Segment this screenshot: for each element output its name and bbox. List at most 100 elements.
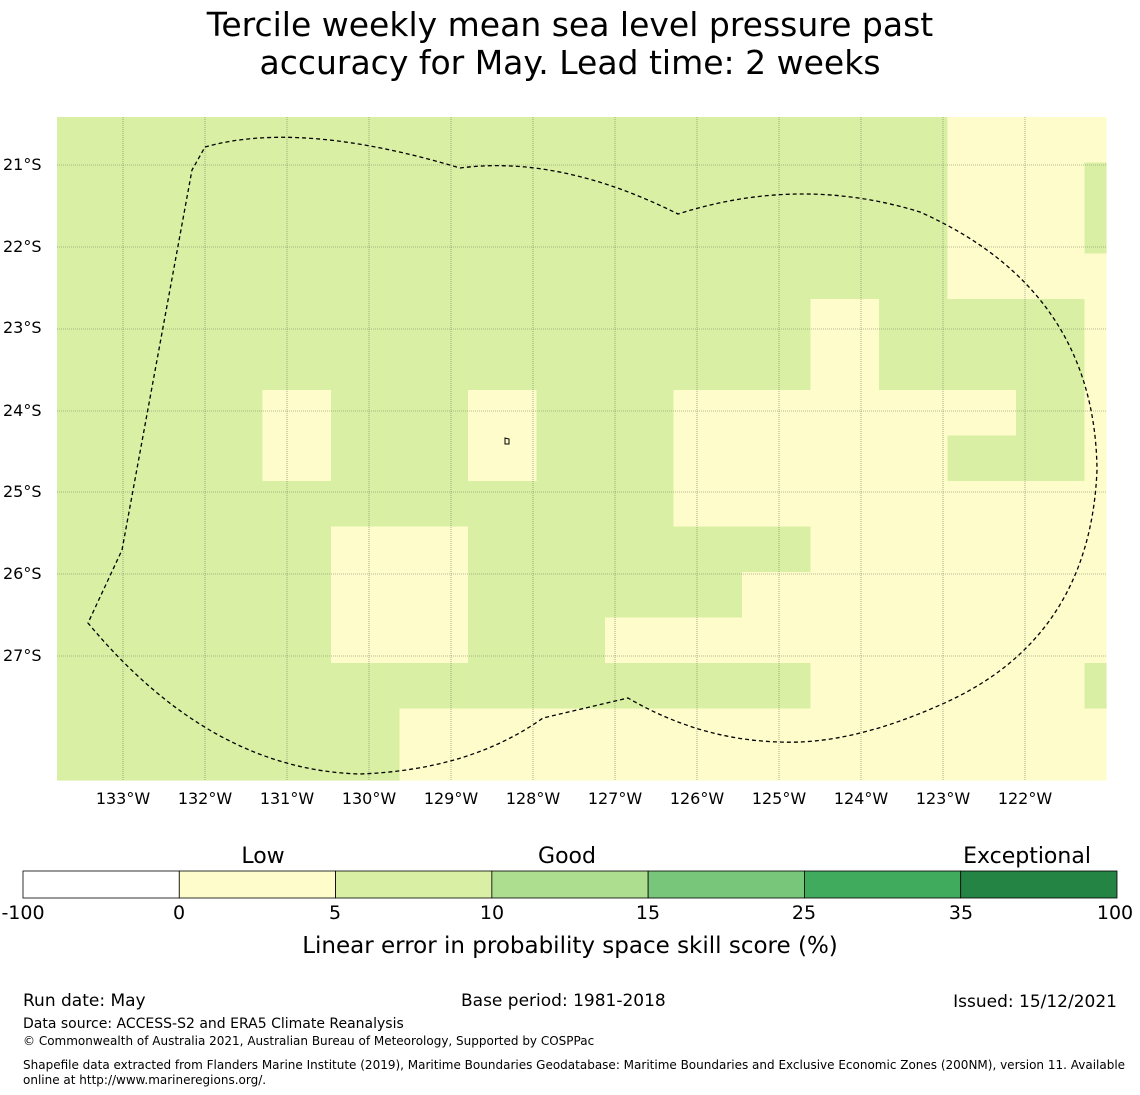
grid-cell — [810, 435, 880, 482]
colorbar-tick: 5 — [328, 902, 342, 924]
grid-cell — [262, 572, 332, 619]
grid-cell — [125, 526, 195, 573]
lon-label: 124°W — [833, 789, 889, 808]
grid-cell — [262, 344, 332, 391]
grid-cell — [1084, 117, 1107, 164]
grid-cell — [1084, 754, 1107, 781]
grid-cell — [57, 344, 127, 391]
grid-cell — [536, 617, 606, 664]
grid-cell — [125, 162, 195, 209]
grid-cell — [536, 435, 606, 482]
grid-cell — [879, 208, 949, 255]
grid-cell — [605, 390, 675, 437]
grid-cell — [673, 708, 743, 755]
grid-cell — [1084, 481, 1107, 528]
grid-cell — [810, 617, 880, 664]
grid-cell — [194, 435, 264, 482]
grid-cell — [947, 526, 1017, 573]
grid-cell — [194, 117, 264, 164]
grid-cell — [879, 526, 949, 573]
grid-cell — [125, 663, 195, 710]
grid-cell — [810, 162, 880, 209]
lat-label: 22°S — [3, 237, 42, 256]
grid-cell — [879, 435, 949, 482]
grid-cell — [125, 708, 195, 755]
grid-cell — [57, 208, 127, 255]
lon-label: 125°W — [751, 789, 807, 808]
grid-cell — [742, 208, 812, 255]
grid-cell — [1016, 435, 1086, 482]
lon-label: 130°W — [341, 789, 397, 808]
grid-cell — [125, 572, 195, 619]
grid-cell — [331, 572, 401, 619]
grid-cell — [536, 390, 606, 437]
grid-cell — [947, 162, 1017, 209]
grid-cell — [879, 663, 949, 710]
grid-cell — [810, 253, 880, 300]
grid-cell — [125, 253, 195, 300]
grid-cell — [879, 344, 949, 391]
grid-cell — [262, 162, 332, 209]
grid-cell — [879, 162, 949, 209]
grid-cell — [536, 754, 606, 781]
colorbar-tick: 100 — [1096, 902, 1134, 924]
grid-cell — [1016, 390, 1086, 437]
copyright: © Commonwealth of Australia 2021, Austra… — [23, 1034, 595, 1048]
grid-cell — [947, 253, 1017, 300]
colorbar-segment — [22, 870, 180, 899]
grid-cell — [605, 708, 675, 755]
skill-map — [57, 117, 1107, 781]
shapefile-credit-line-1: Shapefile data extracted from Flanders M… — [23, 1058, 1126, 1072]
grid-cell — [125, 117, 195, 164]
grid-cell — [742, 117, 812, 164]
colorbar-heading-good: Good — [538, 844, 596, 869]
title-line-2: accuracy for May. Lead time: 2 weeks — [259, 43, 881, 82]
grid-cell — [194, 390, 264, 437]
grid-cell — [947, 117, 1017, 164]
grid-cell — [331, 663, 401, 710]
grid-cell — [879, 572, 949, 619]
grid-cell — [742, 663, 812, 710]
grid-cell — [605, 481, 675, 528]
colorbar — [22, 870, 1118, 899]
grid-cell — [399, 572, 469, 619]
grid-cell — [262, 754, 332, 781]
grid-cell — [947, 572, 1017, 619]
grid-cell — [194, 481, 264, 528]
colorbar-segment — [178, 870, 336, 899]
grid-cell — [399, 435, 469, 482]
grid-cell — [673, 663, 743, 710]
grid-cell — [605, 344, 675, 391]
grid-cell — [57, 481, 127, 528]
colorbar-segment — [335, 870, 493, 899]
colorbar-label: Linear error in probability space skill … — [302, 933, 838, 959]
grid-cell — [331, 253, 401, 300]
grid-cell — [947, 708, 1017, 755]
skill-grid — [57, 117, 1107, 781]
colorbar-segment — [647, 870, 805, 899]
grid-cell — [947, 481, 1017, 528]
grid-cell — [673, 117, 743, 164]
colorbar-tick: 25 — [791, 902, 817, 924]
grid-cell — [810, 299, 880, 346]
grid-cell — [399, 754, 469, 781]
grid-cell — [879, 390, 949, 437]
grid-cell — [1084, 663, 1107, 710]
grid-cell — [810, 708, 880, 755]
grid-cell — [331, 162, 401, 209]
grid-cell — [194, 708, 264, 755]
issued-date: Issued: 15/12/2021 — [953, 992, 1117, 1012]
grid-cell — [468, 162, 538, 209]
grid-cell — [399, 708, 469, 755]
grid-cell — [262, 253, 332, 300]
grid-cell — [673, 435, 743, 482]
grid-cell — [605, 663, 675, 710]
grid-cell — [399, 390, 469, 437]
grid-cell — [194, 344, 264, 391]
lat-label: 27°S — [3, 646, 42, 665]
grid-cell — [673, 526, 743, 573]
grid-cell — [468, 117, 538, 164]
grid-cell — [468, 299, 538, 346]
grid-cell — [194, 617, 264, 664]
grid-cell — [810, 117, 880, 164]
